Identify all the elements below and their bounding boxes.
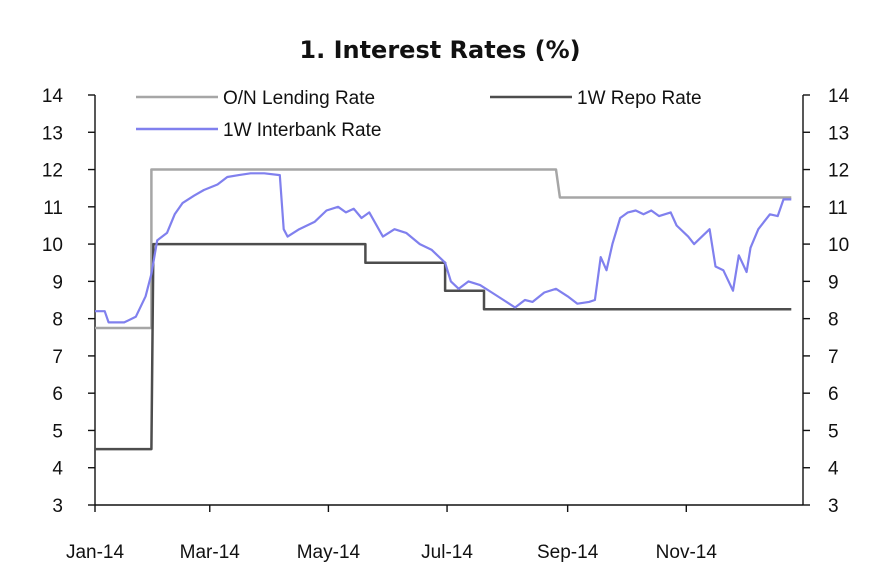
x-tick-label-may-14: May-14	[297, 542, 361, 563]
legend-label-1w-repo-rate: 1W Repo Rate	[577, 88, 702, 109]
legend: O/N Lending Rate 1W Repo Rate 1W Interba…	[136, 88, 702, 141]
y-tick-label-right-3: 3	[828, 496, 839, 517]
y-tick-label-left-10: 10	[42, 235, 63, 256]
y-tick-label-left-8: 8	[52, 310, 63, 331]
y-tick-label-left-11: 11	[43, 198, 63, 219]
y-tick-label-left-3: 3	[52, 496, 63, 517]
y-tick-label-right-12: 12	[828, 161, 849, 182]
y-tick-label-left-4: 4	[52, 459, 63, 480]
plot-area: 3 4 5 6 7 8 9 10 11 12 13 14 3 4 5 6 7 8 9 10 11 12 13 14 Jan-14…	[42, 86, 850, 563]
series-line-1w-repo-rate	[95, 242, 792, 451]
y-tick-label-left-12: 12	[42, 161, 63, 182]
x-tick-label-jan-14: Jan-14	[66, 542, 125, 563]
y-tick-label-left-9: 9	[52, 272, 63, 293]
chart-title: 1. Interest Rates (%)	[299, 36, 580, 64]
x-tick-label-jul-14: Jul-14	[421, 542, 473, 563]
y-tick-label-right-6: 6	[828, 384, 839, 405]
y-tick-label-right-10: 10	[828, 235, 849, 256]
x-tick-label-mar-14: Mar-14	[180, 542, 241, 563]
y-tick-label-right-13: 13	[828, 123, 849, 144]
y-tick-label-left-14: 14	[42, 86, 64, 107]
legend-label-1w-interbank-rate: 1W Interbank Rate	[223, 120, 381, 141]
series-layer	[95, 168, 792, 451]
y-tick-label-right-11: 11	[828, 198, 848, 219]
y-tick-label-right-5: 5	[828, 421, 839, 442]
series-line-1w-interbank-rate	[95, 172, 792, 324]
legend-label-on-lending-rate: O/N Lending Rate	[223, 88, 375, 109]
y-tick-label-right-9: 9	[828, 272, 839, 293]
ticks-layer: 3 4 5 6 7 8 9 10 11 12 13 14 3 4 5 6 7 8 9 10 11 12 13 14 Jan-14…	[42, 86, 850, 563]
y-tick-label-left-6: 6	[52, 384, 63, 405]
series-line-o-n-lending-rate	[95, 168, 792, 330]
y-tick-label-left-7: 7	[52, 347, 63, 368]
legend-item-1w-interbank-rate: 1W Interbank Rate	[136, 120, 381, 141]
y-tick-label-right-14: 14	[828, 86, 850, 107]
legend-item-1w-repo-rate: 1W Repo Rate	[490, 88, 702, 109]
x-tick-label-sep-14: Sep-14	[537, 542, 599, 563]
y-tick-label-right-7: 7	[828, 347, 839, 368]
y-tick-label-right-4: 4	[828, 459, 839, 480]
legend-item-on-lending-rate: O/N Lending Rate	[136, 88, 375, 109]
x-tick-label-nov-14: Nov-14	[656, 542, 718, 563]
y-tick-label-left-5: 5	[52, 421, 63, 442]
y-tick-label-left-13: 13	[42, 123, 63, 144]
y-tick-label-right-8: 8	[828, 310, 839, 331]
